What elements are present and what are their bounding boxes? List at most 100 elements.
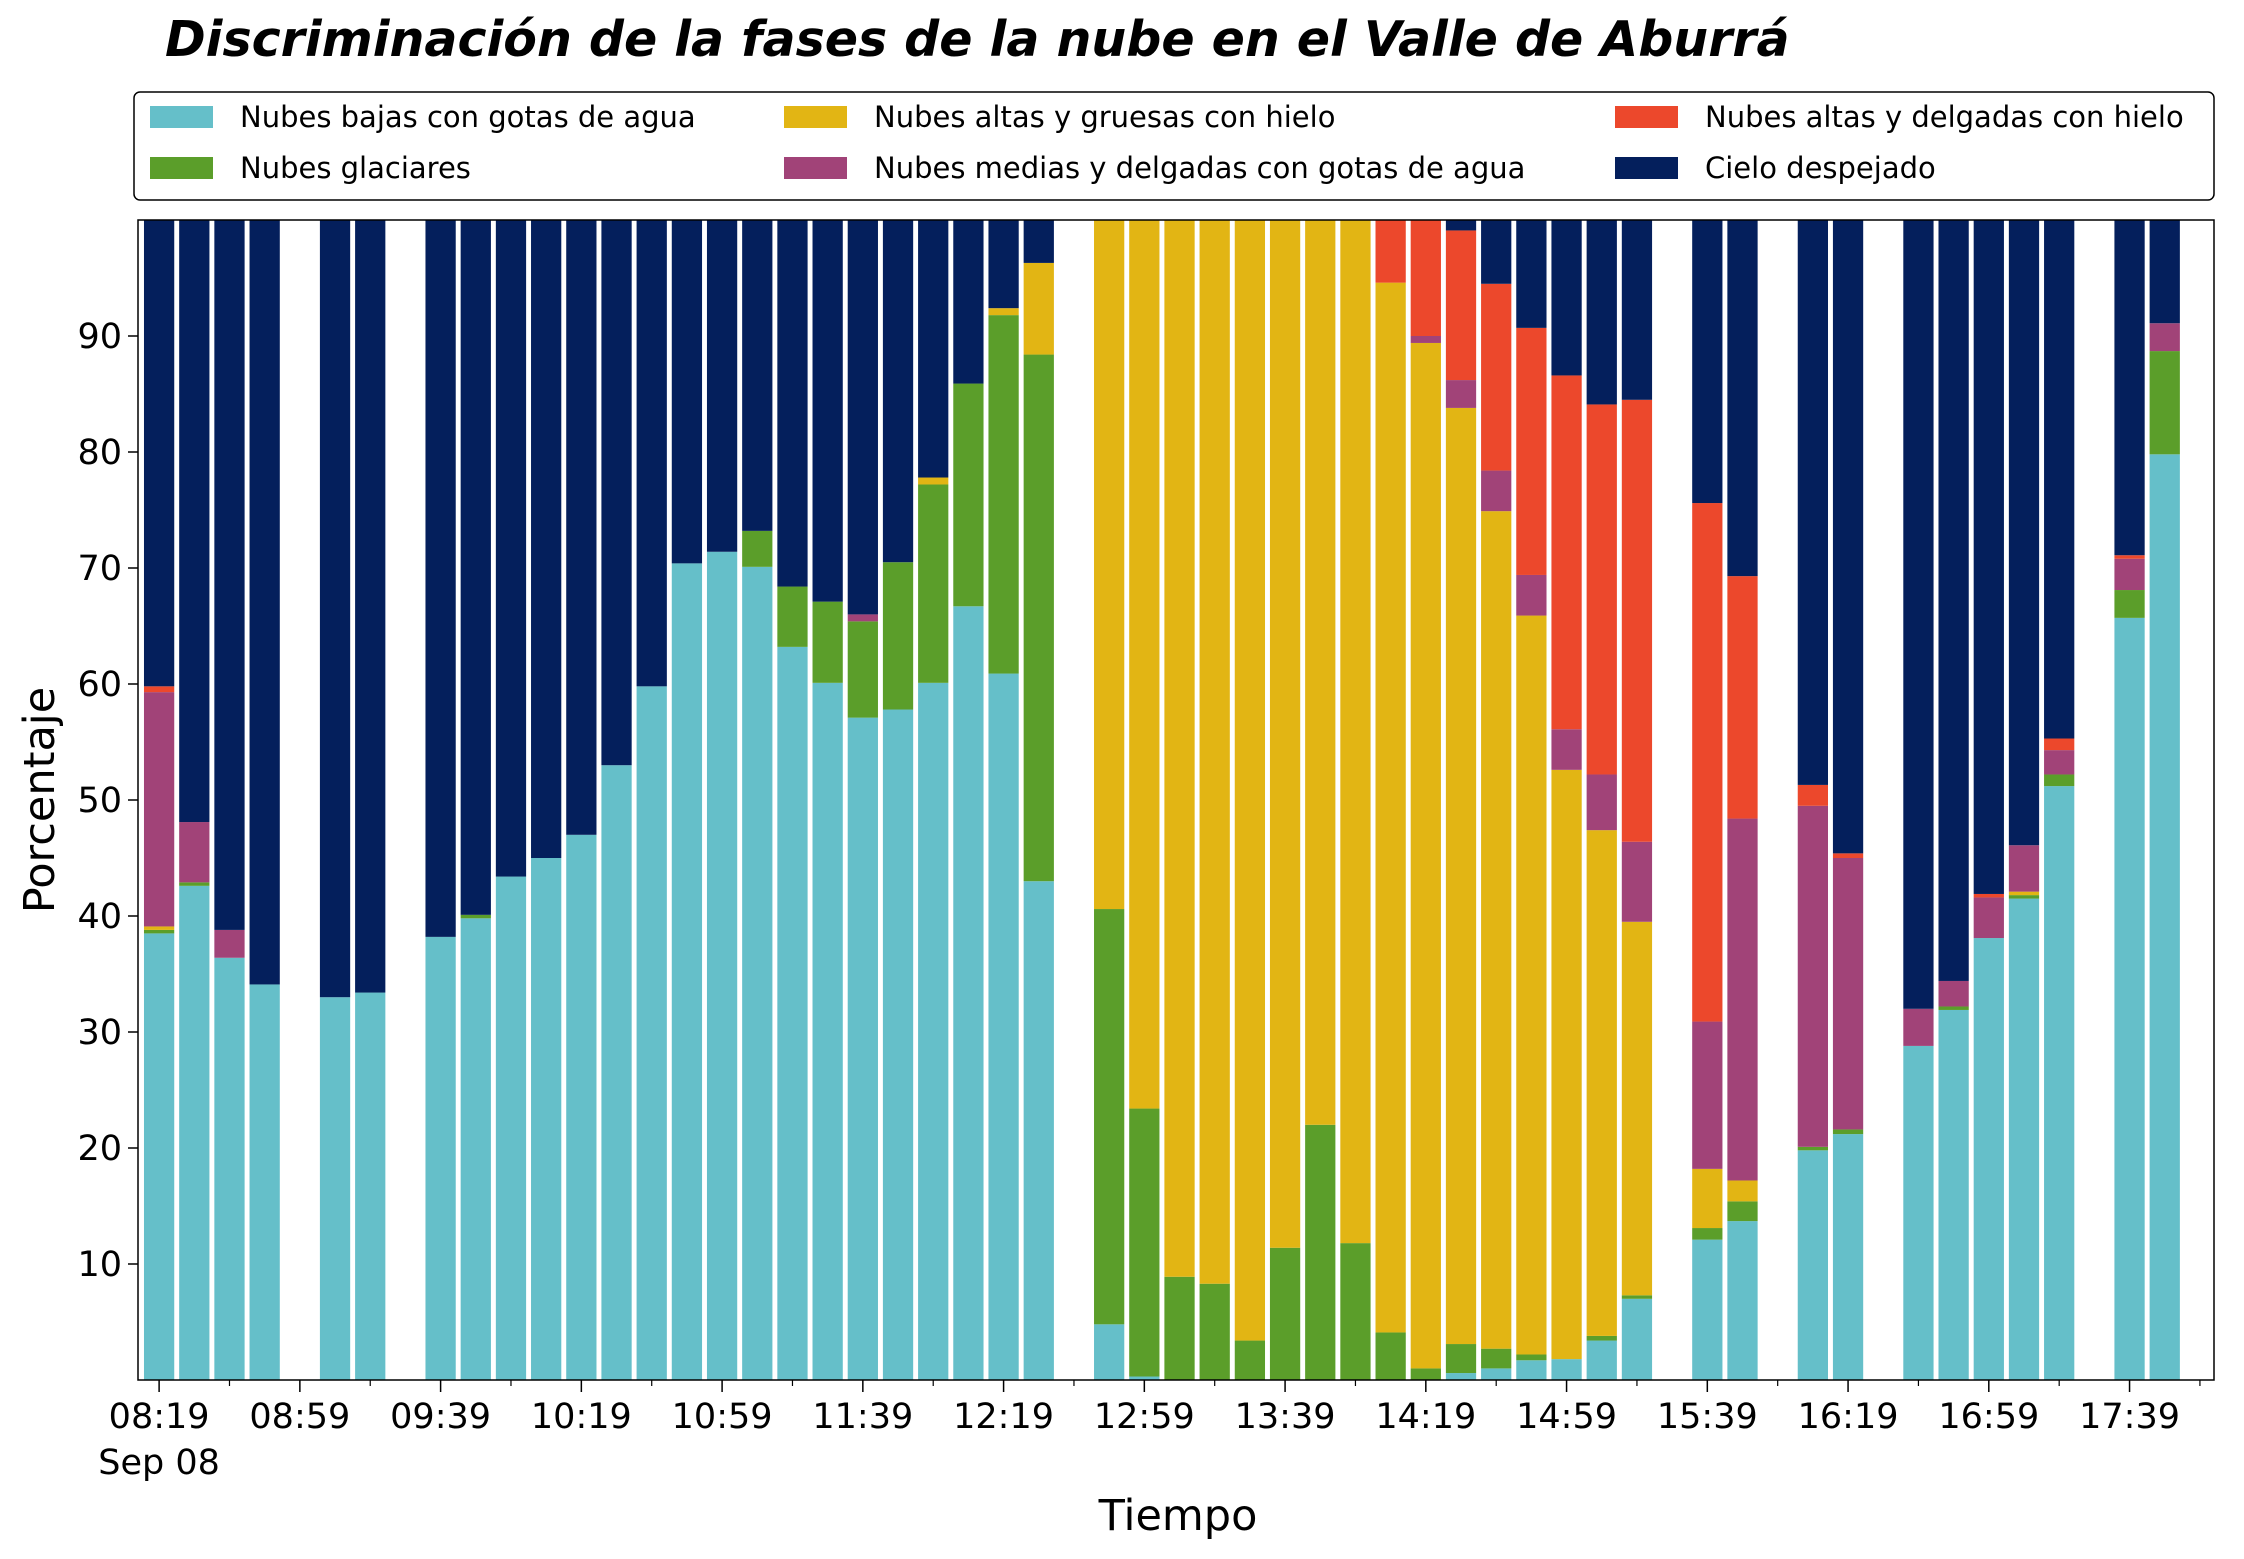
- bar-group: [671, 220, 703, 1380]
- bar-group: [988, 220, 1019, 1380]
- bar-segment: [882, 709, 914, 1380]
- bar-segment: [2114, 220, 2145, 556]
- bar-segment: [988, 220, 1019, 309]
- legend: Nubes bajas con gotas de agua Nubes glaci…: [133, 91, 2215, 201]
- bar-group: [1621, 220, 1653, 1380]
- bar-group: [918, 220, 949, 1380]
- bar-segment: [1797, 220, 1828, 785]
- bar-group: [953, 220, 984, 1380]
- bar-segment: [1094, 1324, 1125, 1380]
- bar-segment: [1727, 576, 1758, 819]
- bar-segment: [460, 918, 491, 1380]
- y-tick-label: 40: [77, 897, 122, 937]
- bar-segment: [1832, 853, 1864, 858]
- bar-segment: [1938, 980, 1969, 1007]
- bar-segment: [2008, 220, 2040, 846]
- bar-segment: [1586, 830, 1617, 1336]
- legend-swatch: [784, 106, 847, 128]
- legend-item: Nubes glaciares: [150, 151, 471, 185]
- bar-segment: [847, 220, 878, 615]
- bar-segment: [143, 686, 175, 693]
- bar-segment: [1621, 220, 1653, 400]
- y-tick-label: 60: [77, 665, 122, 705]
- bar-segment: [812, 601, 843, 683]
- bar-segment: [1445, 230, 1477, 381]
- x-tick-label: 11:39: [812, 1397, 913, 1437]
- bar-group: [1516, 220, 1547, 1380]
- bar-segment: [1481, 1348, 1512, 1369]
- bar-segment: [777, 586, 808, 647]
- bar-segment: [1445, 1344, 1477, 1374]
- bar-segment: [1832, 1134, 1864, 1380]
- bar-segment: [988, 308, 1019, 316]
- legend-swatch: [1615, 157, 1678, 179]
- bar-segment: [1375, 220, 1406, 283]
- bar-group: [1023, 220, 1054, 1380]
- bar-group: [214, 220, 245, 1380]
- bar-segment: [1692, 1168, 1723, 1229]
- bar-segment: [953, 383, 984, 607]
- bar-segment: [2044, 738, 2075, 751]
- bar-segment: [531, 858, 562, 1380]
- bar-segment: [2044, 220, 2075, 739]
- bar-segment: [1445, 407, 1477, 1345]
- bar-segment: [1621, 921, 1653, 1296]
- bar-segment: [1903, 1008, 1934, 1046]
- bar-segment: [1094, 220, 1125, 910]
- bar-segment: [1621, 841, 1653, 922]
- bar-segment: [249, 984, 280, 1380]
- bar-segment: [1023, 354, 1054, 882]
- bar-segment: [1692, 503, 1723, 1022]
- bar-segment: [1164, 1276, 1195, 1380]
- bar-group: [143, 220, 175, 1380]
- bar-group: [355, 220, 386, 1380]
- bar-group: [1551, 220, 1582, 1380]
- bar-segment: [1832, 1129, 1864, 1135]
- bar-segment: [1481, 1368, 1512, 1380]
- bar-segment: [742, 220, 773, 531]
- bar-group: [531, 220, 562, 1380]
- bar-segment: [1375, 1332, 1406, 1380]
- bar-segment: [179, 220, 210, 823]
- legend-label: Cielo despejado: [1705, 151, 1936, 185]
- bar-segment: [1234, 220, 1266, 1341]
- bar-segment: [1129, 1376, 1160, 1380]
- bar-segment: [1973, 893, 2004, 898]
- bar-segment: [2044, 750, 2075, 775]
- bar-segment: [1129, 1108, 1160, 1377]
- bar-segment: [1551, 375, 1582, 730]
- bar-group: [1797, 220, 1828, 1380]
- bar-segment: [1727, 220, 1758, 577]
- bar-segment: [847, 614, 878, 622]
- x-axis: 08:19 Sep 08 08:59 09:39 10:19 10:59 11:39 12:1…: [98, 1380, 2201, 1483]
- bar-segment: [179, 882, 210, 886]
- bar-segment: [918, 477, 949, 485]
- bar-segment: [1586, 774, 1617, 831]
- bar-segment: [1023, 220, 1054, 263]
- bar-segment: [777, 220, 808, 587]
- bar-segment: [1305, 220, 1336, 1125]
- bar-segment: [918, 220, 949, 478]
- bar-segment: [636, 686, 667, 1380]
- bar-segment: [1516, 1360, 1547, 1380]
- bar-segment: [214, 957, 245, 1380]
- y-tick-label: 10: [77, 1245, 122, 1285]
- bar-segment: [1692, 1239, 1723, 1380]
- bar-group: [1445, 220, 1477, 1380]
- bar-segment: [2114, 555, 2145, 559]
- bar-segment: [1445, 220, 1477, 231]
- x-tick-label: 10:59: [672, 1397, 773, 1437]
- bar-segment: [601, 220, 632, 766]
- bar-segment: [1445, 380, 1477, 408]
- bar-segment: [2044, 774, 2075, 787]
- bar-group: [1234, 220, 1266, 1380]
- bar-segment: [1832, 220, 1864, 854]
- bar-group: [2149, 220, 2180, 1380]
- bar-group: [706, 220, 738, 1380]
- bar-segment: [2008, 898, 2040, 1380]
- bar-segment: [143, 926, 175, 930]
- bar-group: [742, 220, 773, 1380]
- bar-segment: [1727, 818, 1758, 1181]
- bar-segment: [706, 220, 738, 552]
- bar-segment: [179, 822, 210, 883]
